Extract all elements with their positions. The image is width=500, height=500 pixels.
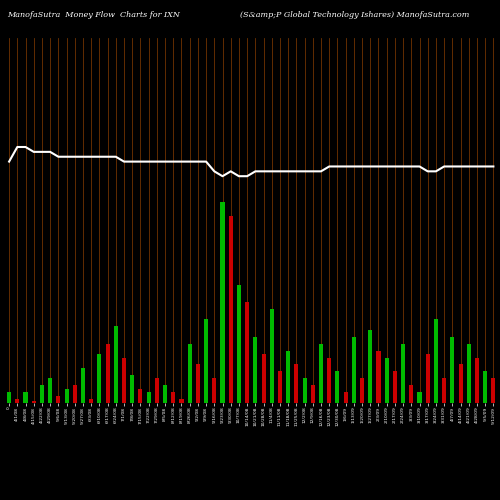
- Bar: [336, 372, 340, 402]
- Bar: [89, 399, 93, 402]
- Bar: [319, 344, 323, 402]
- Bar: [384, 358, 388, 403]
- Bar: [376, 350, 380, 403]
- Bar: [171, 392, 175, 402]
- Bar: [32, 401, 36, 402]
- Text: (S&amp;P Global Technology Ishares) ManofaSutra.com: (S&amp;P Global Technology Ishares) Mano…: [240, 11, 470, 19]
- Bar: [368, 330, 372, 402]
- Bar: [196, 364, 200, 403]
- Bar: [245, 302, 249, 402]
- Bar: [278, 372, 282, 402]
- Bar: [393, 372, 397, 402]
- Bar: [138, 388, 142, 402]
- Bar: [188, 344, 192, 402]
- Bar: [48, 378, 52, 402]
- Bar: [7, 392, 11, 402]
- Bar: [40, 385, 44, 402]
- Bar: [262, 354, 266, 403]
- Bar: [311, 385, 315, 402]
- Bar: [146, 392, 150, 402]
- Bar: [122, 358, 126, 403]
- Bar: [458, 364, 462, 403]
- Bar: [180, 399, 184, 402]
- Bar: [228, 216, 233, 402]
- Bar: [286, 350, 290, 403]
- Bar: [327, 358, 332, 403]
- Bar: [426, 354, 430, 403]
- Bar: [64, 388, 68, 402]
- Bar: [352, 336, 356, 402]
- Bar: [294, 364, 298, 403]
- Bar: [24, 392, 28, 402]
- Bar: [450, 336, 454, 402]
- Bar: [130, 375, 134, 402]
- Bar: [81, 368, 85, 402]
- Bar: [360, 378, 364, 402]
- Bar: [302, 378, 306, 402]
- Bar: [163, 385, 167, 402]
- Bar: [410, 385, 414, 402]
- Bar: [270, 309, 274, 402]
- Bar: [483, 372, 487, 402]
- Bar: [212, 378, 216, 402]
- Bar: [401, 344, 405, 402]
- Bar: [254, 336, 258, 402]
- Bar: [434, 320, 438, 402]
- Bar: [155, 378, 159, 402]
- Bar: [114, 326, 118, 402]
- Bar: [106, 344, 110, 402]
- Bar: [442, 378, 446, 402]
- Bar: [466, 344, 471, 402]
- Bar: [98, 354, 102, 403]
- Bar: [344, 392, 347, 402]
- Bar: [418, 392, 422, 402]
- Bar: [56, 396, 60, 402]
- Bar: [72, 385, 77, 402]
- Bar: [16, 399, 20, 402]
- Bar: [492, 378, 496, 402]
- Bar: [237, 285, 241, 403]
- Bar: [204, 320, 208, 402]
- Text: ManofaSutra  Money Flow  Charts for IXN: ManofaSutra Money Flow Charts for IXN: [8, 11, 180, 19]
- Bar: [475, 358, 479, 403]
- Bar: [220, 202, 224, 402]
